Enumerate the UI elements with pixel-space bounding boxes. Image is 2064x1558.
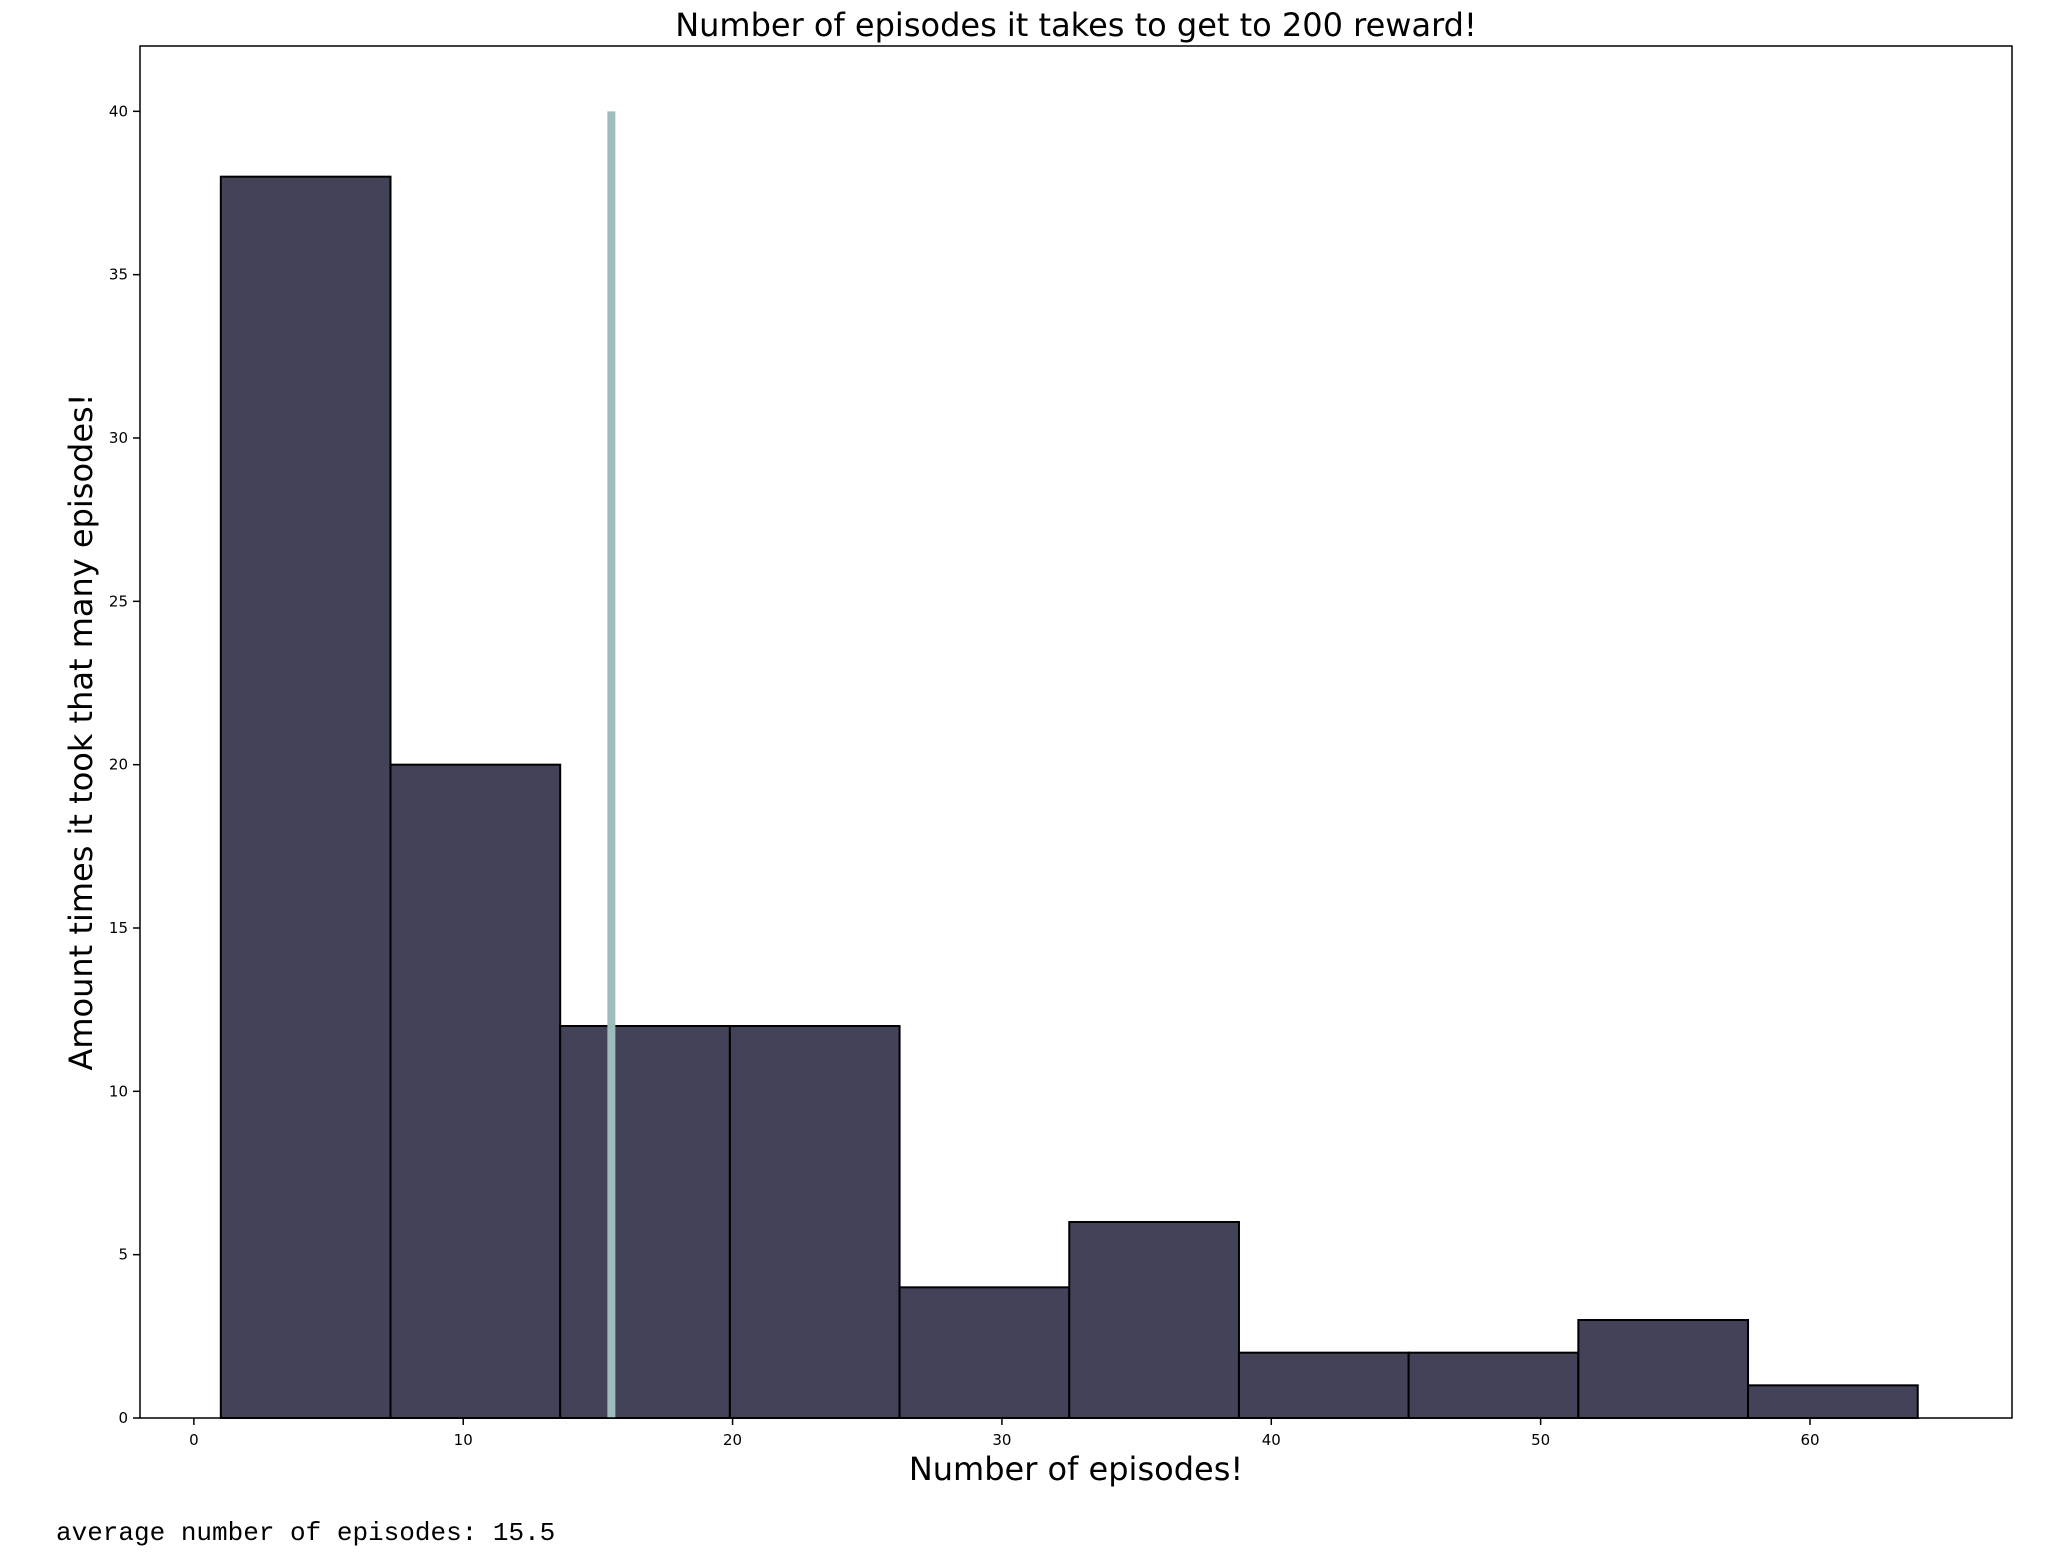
output-text: average number of episodes: 15.5 [56,1518,556,1548]
histogram-bar [1407,1351,1580,1419]
y-tick-label: 30 [109,429,128,447]
y-axis-ticks: 0 5 10 15 20 25 30 35 40 [109,102,140,1427]
y-tick-label: 0 [118,1409,128,1427]
x-tick-label: 40 [1262,1431,1281,1449]
x-axis-label: Number of episodes! [909,1450,1243,1488]
bars-group [219,175,1919,1420]
histogram-bar [898,1286,1071,1420]
y-tick-label: 40 [109,102,128,120]
chart-title: Number of episodes it takes to get to 20… [675,6,1477,44]
x-tick-label: 60 [1800,1431,1819,1449]
y-tick-label: 35 [109,266,128,284]
y-axis-label: Amount times it took that many episodes! [62,393,100,1070]
x-axis-ticks: 0 10 20 30 40 50 60 [189,1418,1820,1449]
x-tick-label: 30 [992,1431,1011,1449]
histogram-bar [1068,1221,1240,1419]
x-tick-label: 0 [189,1431,199,1449]
histogram-bar [219,175,392,1420]
x-tick-label: 20 [723,1431,742,1449]
y-tick-label: 10 [109,1082,128,1100]
histogram-bar [1747,1384,1919,1420]
histogram-bar [728,1025,901,1419]
plot-frame [139,45,2013,1419]
y-tick-label: 20 [109,756,128,774]
histogram-bar [1237,1351,1410,1419]
x-tick-label: 50 [1531,1431,1550,1449]
y-tick-label: 15 [109,919,128,937]
y-tick-label: 25 [109,592,128,610]
histogram-bar [559,1025,731,1419]
histogram-bar [389,763,562,1419]
histogram-bar [1577,1319,1750,1419]
x-tick-label: 10 [454,1431,473,1449]
y-tick-label: 5 [118,1246,128,1264]
histogram-chart: Number of episodes it takes to get to 20… [62,6,2013,1488]
